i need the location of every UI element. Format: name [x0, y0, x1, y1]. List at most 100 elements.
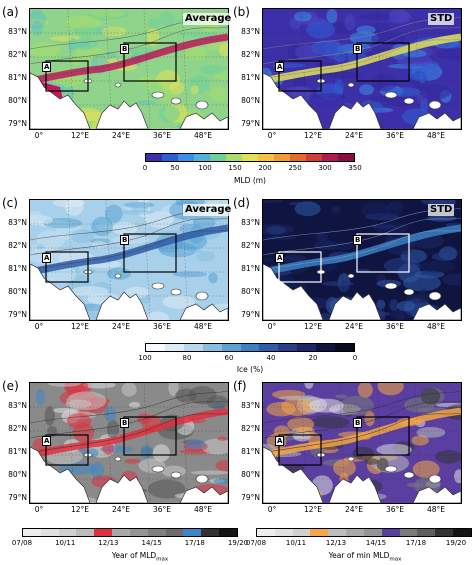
field-patch [282, 254, 307, 262]
colorbar-mld [145, 153, 355, 162]
colorbar-segment [290, 154, 306, 161]
study-box-label-b: B [120, 44, 130, 54]
longitude-label: 36°E [385, 131, 405, 140]
latitude-label: 83°N [8, 27, 27, 36]
colorbar-segment [129, 529, 148, 536]
island [384, 282, 398, 290]
field-patch [201, 438, 228, 455]
colorbar-segment [297, 344, 317, 351]
field-patch [146, 311, 170, 320]
field-patch [104, 406, 117, 422]
colorbar-segment [146, 154, 162, 161]
colorbar-segment [94, 529, 113, 536]
colorbar-segment [240, 344, 260, 351]
graticule-meridian [300, 200, 308, 320]
longitude-label: 36°E [152, 505, 172, 514]
colorbar-segment [40, 529, 59, 536]
colorbar-segment [335, 344, 354, 351]
land-mass [95, 100, 149, 129]
study-box-label-b: B [353, 418, 363, 428]
field-patch [90, 9, 125, 18]
graticule-meridian [300, 383, 308, 503]
island [347, 273, 355, 279]
colorbar-year-min [256, 528, 472, 537]
graticule-meridian [67, 9, 75, 129]
land-mass [179, 303, 228, 320]
longitude-label: 36°E [385, 505, 405, 514]
land-mass [412, 486, 461, 503]
field-patch [47, 383, 81, 387]
island [428, 291, 442, 301]
island [151, 91, 165, 99]
graticule-meridian [67, 200, 75, 320]
field-patch [335, 394, 348, 399]
graticule-meridian [105, 9, 113, 129]
field-patch [454, 469, 461, 484]
colorbar-year-min-label: Year of min MLDmax [328, 551, 402, 563]
colorbar-segment [164, 344, 184, 351]
longitude-label: 24°E [344, 505, 364, 514]
colorbar-year-max-label: Year of MLDmax [111, 551, 169, 563]
field-patch [372, 73, 397, 92]
graticule-meridian [338, 200, 346, 320]
latitude-label: 82°N [241, 241, 260, 250]
colorbar-segment [322, 154, 338, 161]
island [403, 288, 415, 296]
study-box-b [356, 416, 410, 456]
study-box-label-a: A [42, 253, 52, 263]
field-patch [371, 32, 405, 46]
graticule-meridian [143, 200, 151, 320]
longitude-label: 48°E [193, 131, 213, 140]
field-patch [365, 458, 379, 465]
field-patch [173, 271, 207, 278]
field-patch [70, 286, 109, 297]
land-mass [30, 446, 91, 503]
island [170, 288, 182, 296]
longitude-label: 12°E [70, 505, 90, 514]
bathymetry-contour [263, 412, 461, 454]
land-mass [95, 474, 149, 503]
graticule-meridian [181, 383, 189, 503]
field-patch [417, 70, 428, 84]
longitude-label: 12°E [303, 322, 323, 331]
land-mass [179, 112, 228, 129]
field-patch [357, 383, 373, 398]
longitude-label: 12°E [303, 131, 323, 140]
panel-label-b: (b) [233, 5, 250, 19]
latitude-label: 80°N [8, 470, 27, 479]
study-box-label-a: A [42, 62, 52, 72]
colorbar-segment [147, 529, 166, 536]
latitude-label: 79°N [8, 119, 27, 128]
graticule-meridian [414, 9, 422, 129]
graticule-meridian [338, 383, 346, 503]
colorbar-segment [346, 529, 364, 536]
colorbar-segment [183, 529, 202, 536]
field-patch [295, 44, 320, 60]
colorbar-segment [257, 529, 275, 536]
field-patch [106, 267, 132, 280]
colorbar-segment [219, 529, 237, 536]
island [428, 474, 442, 484]
field-patch [397, 300, 416, 312]
field-patch [361, 201, 391, 219]
longitude-label: 24°E [344, 131, 364, 140]
island [170, 471, 182, 479]
field-patch [412, 460, 440, 478]
field-patch [92, 240, 107, 249]
study-box-a [278, 60, 322, 92]
field-patch [369, 95, 391, 103]
panel-label-c: (c) [2, 196, 18, 210]
colorbar-tick-label: 60 [224, 354, 234, 362]
latitude-label: 83°N [241, 401, 260, 410]
map-panel-year-min [262, 382, 462, 504]
colorbar-segment [328, 529, 347, 536]
colorbar-tick-label: 17/18 [184, 539, 205, 547]
colorbar-segment [306, 154, 322, 161]
field-patch [263, 224, 294, 236]
colorbar-segment [23, 529, 41, 536]
colorbar-segment [417, 529, 436, 536]
study-box-a [45, 60, 89, 92]
panel-title-a: Average [183, 13, 234, 25]
map-panel-ice-average [29, 199, 229, 321]
latitude-label: 83°N [241, 218, 260, 227]
